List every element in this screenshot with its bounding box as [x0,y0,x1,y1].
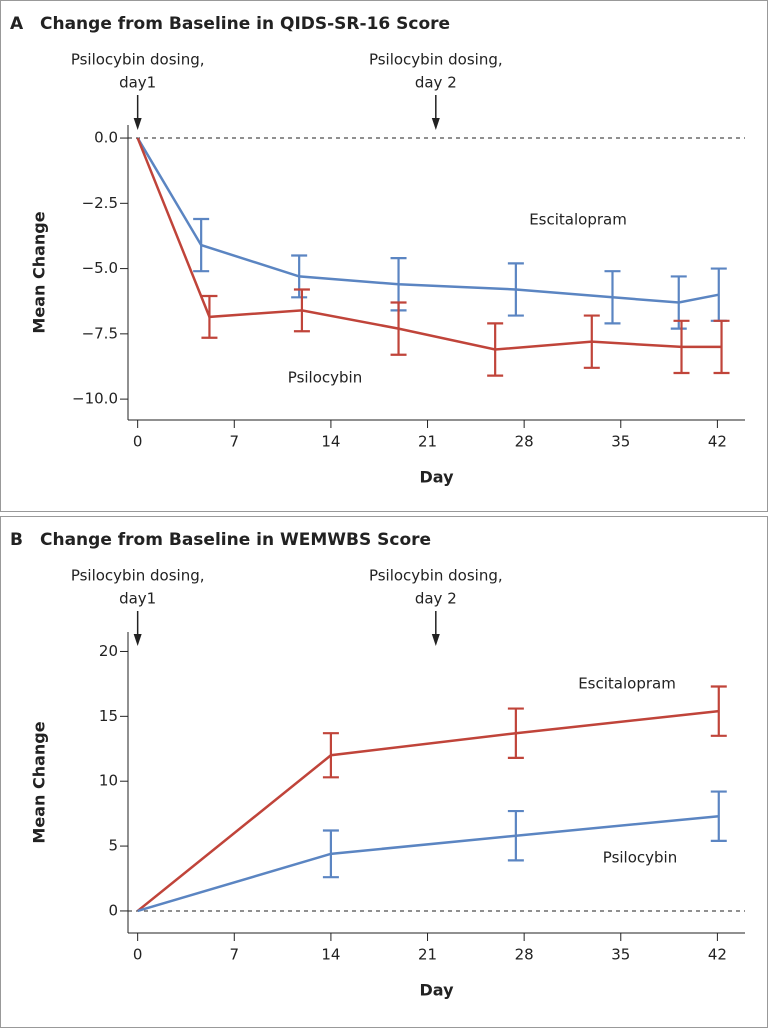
y-tick-label: 20 [99,642,118,660]
x-tick-label: 28 [515,946,534,964]
error-bar [507,262,524,317]
y-axis-title: Mean Change [30,211,49,333]
error-bar [710,790,727,842]
x-tick-label: 42 [708,946,727,964]
series-line [137,814,719,913]
error-bar [713,319,730,375]
y-axis-title: Mean Change [30,721,49,843]
annotation: Psilocybin dosing, [369,51,503,69]
y-tick-label: −7.5 [82,324,118,342]
y-tick-label: −10.0 [72,390,118,408]
annotation-arrowhead [133,634,142,646]
error-bar [193,217,210,273]
panel-letter: A [10,14,24,34]
y-tick-label: 0 [108,901,118,919]
annotation: Psilocybin dosing, [71,51,205,69]
error-bar [583,314,600,369]
y-tick-label: 15 [99,707,118,725]
error-bar [390,301,407,356]
series-line [136,709,719,912]
x-tick-label: 14 [321,946,340,964]
error-bar [293,288,310,333]
x-tick-label: 14 [321,433,340,451]
x-tick-label: 35 [611,946,630,964]
annotation: day1 [119,590,156,608]
series-label: Escitalopram [529,211,627,229]
y-tick-label: 10 [99,772,118,790]
x-axis-title: Day [419,468,454,487]
y-tick-label: −2.5 [82,194,118,212]
panel-letter: B [10,530,23,550]
x-tick-label: 35 [611,433,630,451]
error-bar [507,809,524,862]
chart-title: Change from Baseline in QIDS-SR-16 Score [40,14,450,34]
annotation-arrowhead [431,118,440,130]
error-bar [322,732,339,779]
x-tick-label: 7 [230,433,240,451]
series-line [136,137,722,351]
error-bar [507,707,524,759]
x-tick-label: 7 [230,946,240,964]
x-axis-title: Day [419,981,454,1000]
series-label: Psilocybin [603,849,677,867]
y-tick-label: 0.0 [94,129,118,147]
annotation: day 2 [415,74,457,92]
error-bar [604,270,621,325]
error-bar [322,829,339,879]
error-bar [710,685,727,737]
x-tick-label: 21 [418,433,437,451]
error-bar [487,322,504,377]
annotation: Psilocybin dosing, [71,567,205,585]
annotation: day1 [119,74,156,92]
series-label: Psilocybin [288,369,362,387]
series-label: Escitalopram [578,675,676,693]
annotation-arrowhead [133,118,142,130]
y-tick-label: 5 [108,837,118,855]
annotation: Psilocybin dosing, [369,567,503,585]
error-bar [673,319,690,375]
x-tick-label: 0 [133,433,143,451]
panel-frame [0,0,768,512]
x-tick-label: 28 [515,433,534,451]
x-tick-label: 42 [708,433,727,451]
y-tick-label: −5.0 [82,259,118,277]
x-tick-label: 0 [133,946,143,964]
series-line [136,137,720,304]
error-bar [201,294,218,339]
annotation: day 2 [415,590,457,608]
x-tick-label: 21 [418,946,437,964]
annotation-arrowhead [431,634,440,646]
chart-title: Change from Baseline in WEMWBS Score [40,530,431,550]
